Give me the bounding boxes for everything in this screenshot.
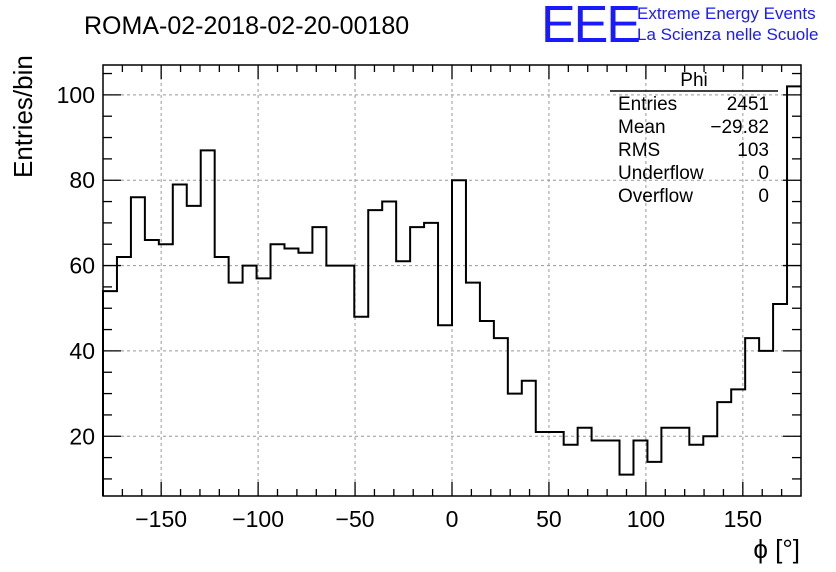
histogram-bin: [647, 462, 661, 496]
histogram-bin: [508, 394, 522, 496]
y-tick-labels: 20 40 60 80 100: [57, 82, 95, 449]
histogram-bin: [145, 240, 159, 496]
logo-line-2: La Scienza nelle Scuole: [637, 25, 818, 44]
histogram-series: [102, 85, 801, 496]
x-tick-label: −100: [232, 506, 284, 532]
eee-logo: EEE Extreme Energy Events La Scienza nel…: [541, 0, 818, 54]
histogram-bin: [284, 248, 298, 496]
y-tick-label: 40: [69, 338, 95, 364]
y-axis-title: Entries/bin: [8, 55, 38, 178]
x-tick-label: 50: [536, 506, 562, 532]
histogram-bin: [675, 428, 689, 496]
histogram-bin: [550, 432, 564, 496]
stats-label: Mean: [618, 117, 666, 138]
histogram-bin: [536, 432, 550, 496]
histogram-bin: [745, 338, 759, 496]
y-tick-label: 80: [69, 167, 95, 193]
histogram-bin: [564, 445, 578, 496]
y-tick-label: 60: [69, 253, 95, 279]
histogram-bin: [271, 244, 285, 496]
stats-value: 0: [758, 186, 769, 207]
histogram-bin: [494, 338, 508, 496]
histogram-bin: [759, 351, 773, 496]
histogram-line: [102, 85, 801, 496]
x-tick-label: 150: [724, 506, 762, 532]
stats-box: Phi Entries 2451 Mean −29.82 RMS 103 Underflow…: [610, 70, 778, 207]
y-tick-label: 20: [69, 423, 95, 449]
histogram-bin: [215, 257, 229, 496]
histogram-bin: [689, 445, 703, 496]
x-tick-label: 0: [446, 506, 459, 532]
histogram-bin: [229, 283, 243, 496]
stats-value: 2451: [727, 94, 769, 115]
stats-rows: Entries 2451 Mean −29.82 RMS 103 Underflow 0 Ove…: [618, 94, 769, 207]
stats-label: Entries: [618, 94, 677, 115]
histogram-bin: [410, 227, 424, 496]
stats-value: −29.82: [710, 117, 769, 138]
axis-ticks: [103, 65, 801, 496]
histogram-bin: [382, 202, 396, 496]
histogram-bin: [787, 86, 801, 496]
y-tick-label: 100: [57, 82, 95, 108]
stats-box-name: Phi: [680, 70, 707, 91]
histogram-bin: [452, 180, 466, 496]
histogram-bin: [201, 150, 215, 496]
chart-title: ROMA-02-2018-02-20-00180: [84, 12, 409, 40]
histogram-bin: [340, 266, 354, 496]
x-tick-label: −50: [336, 506, 375, 532]
histogram-bin: [354, 317, 368, 496]
histogram-bin: [131, 197, 145, 496]
x-axis-title: ϕ [°]: [753, 534, 800, 564]
histogram-bin: [298, 253, 312, 496]
histogram-bin: [326, 266, 340, 496]
x-tick-label: 100: [627, 506, 665, 532]
logo-mark: EEE: [541, 0, 639, 54]
histogram-bin: [396, 261, 410, 496]
logo-line-1: Extreme Energy Events: [637, 4, 816, 23]
histogram-bin: [424, 223, 438, 496]
histogram-bin: [717, 402, 731, 496]
stats-value: 103: [737, 140, 769, 161]
histogram-bin: [480, 321, 494, 496]
histogram-bin: [466, 283, 480, 496]
x-tick-label: −150: [135, 506, 187, 532]
histogram-bin: [592, 441, 606, 496]
histogram-bin: [243, 266, 257, 496]
histogram-bin: [578, 428, 592, 496]
histogram-bin: [257, 278, 271, 496]
histogram-bin: [661, 428, 675, 496]
stats-value: 0: [758, 163, 769, 184]
histogram-bin: [773, 304, 787, 496]
stats-label: RMS: [618, 140, 660, 161]
histogram-bin: [703, 436, 717, 496]
x-tick-labels: −150 −100 −50 0 50 100 150: [135, 506, 762, 532]
histogram-bin: [173, 184, 187, 496]
histogram-bin: [368, 210, 382, 496]
histogram-bin: [117, 257, 131, 496]
histogram-bin: [522, 381, 536, 496]
stats-label: Underflow: [618, 163, 704, 184]
stats-label: Overflow: [618, 186, 693, 207]
histogram-bin: [312, 227, 326, 496]
histogram-bin: [606, 441, 620, 496]
